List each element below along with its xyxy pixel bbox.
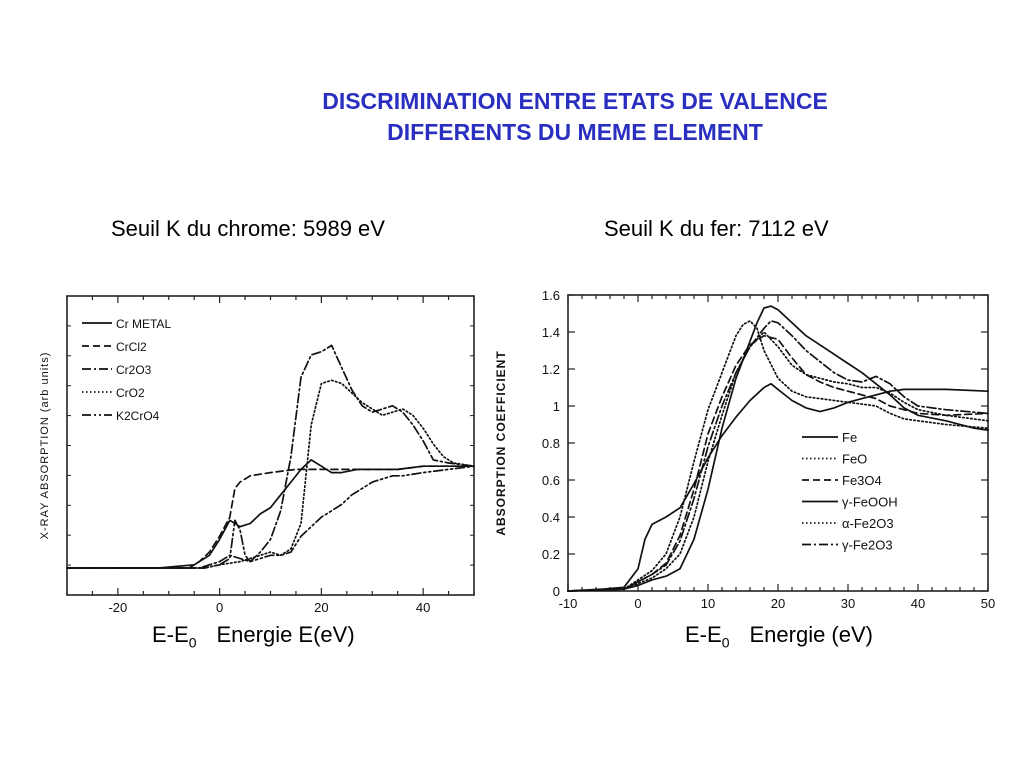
series-line-5: [567, 331, 989, 592]
series-line-2: [567, 320, 989, 592]
legend-label: CrO2: [116, 386, 145, 400]
slide-title: DISCRIMINATION ENTRE ETATS DE VALENCE DI…: [200, 86, 950, 148]
x-tick-label: 40: [911, 596, 925, 611]
legend-label: K2CrO4: [116, 409, 160, 423]
x-tick-label: -20: [108, 600, 127, 615]
x-tick-label: 0: [634, 596, 641, 611]
right-x-caption-sub: 0: [721, 634, 730, 651]
right-chart-subtitle: Seuil K du fer: 7112 eV: [604, 216, 829, 241]
left-x-caption-sub: 0: [188, 634, 197, 651]
right-x-caption: E-E0 Energie (eV): [685, 622, 873, 650]
legend-label: Cr2O3: [116, 363, 152, 377]
y-tick-label: 0.6: [542, 473, 560, 488]
y-tick-label: 0.2: [542, 547, 560, 562]
legend-label: FeO: [842, 452, 867, 467]
x-tick-label: 20: [771, 596, 785, 611]
right-x-caption-rest: Energie (eV): [749, 622, 873, 647]
left-x-caption-rest: Energie E(eV): [216, 622, 355, 647]
legend-label: γ-Fe2O3: [842, 538, 893, 553]
y-tick-label: 1.4: [542, 325, 560, 340]
x-tick-label: -10: [559, 596, 578, 611]
y-axis-label: ABSORPTION COEFFICIENT: [494, 350, 508, 535]
y-tick-label: 1.2: [542, 362, 560, 377]
series-line-4: [66, 379, 475, 569]
x-tick-label: 10: [701, 596, 715, 611]
legend-label: Fe3O4: [842, 473, 882, 488]
y-tick-label: 1: [553, 399, 560, 414]
plot-frame: [567, 294, 989, 592]
legend-label: Cr METAL: [116, 317, 171, 331]
x-tick-label: 50: [981, 596, 995, 611]
y-tick-label: 0.8: [542, 436, 560, 451]
title-line-2: DIFFERENTS DU MEME ELEMENT: [387, 119, 763, 145]
series-line-4: [567, 305, 989, 592]
series-line-3: [567, 334, 989, 592]
right-x-caption-main: E-E: [685, 622, 722, 647]
legend-label: Fe: [842, 430, 857, 445]
series-line-1: [567, 382, 989, 592]
series-line-5: [66, 465, 475, 569]
left-x-caption-main: E-E: [152, 622, 189, 647]
series-line-3: [66, 344, 475, 569]
x-tick-label: 40: [416, 600, 430, 615]
y-tick-label: 1.6: [542, 288, 560, 303]
x-tick-label: 0: [216, 600, 223, 615]
legend-label: CrCl2: [116, 340, 147, 354]
y-tick-label: 0.4: [542, 510, 560, 525]
series-line-2: [66, 465, 475, 569]
x-tick-label: 20: [314, 600, 328, 615]
legend-label: γ-FeOOH: [842, 495, 898, 510]
left-chart-subtitle: Seuil K du chrome: 5989 eV: [111, 216, 385, 241]
y-axis-label: X-RAY ABSORPTION (arb units): [39, 352, 51, 540]
chart-2: -10 0 10 20 30 40 5000.20.40.60.811.21.41.6ABS…: [494, 288, 995, 611]
left-x-caption: E-E0 Energie E(eV): [152, 622, 355, 650]
x-tick-label: 30: [841, 596, 855, 611]
title-line-1: DISCRIMINATION ENTRE ETATS DE VALENCE: [322, 88, 828, 114]
chart-1: -20 0 20 40 X-RAY ABSORPTION (arb units) Cr M…: [39, 295, 475, 615]
y-tick-label: 0: [553, 584, 560, 599]
series-line-6: [567, 320, 989, 592]
legend-label: α-Fe2O3: [842, 516, 894, 531]
